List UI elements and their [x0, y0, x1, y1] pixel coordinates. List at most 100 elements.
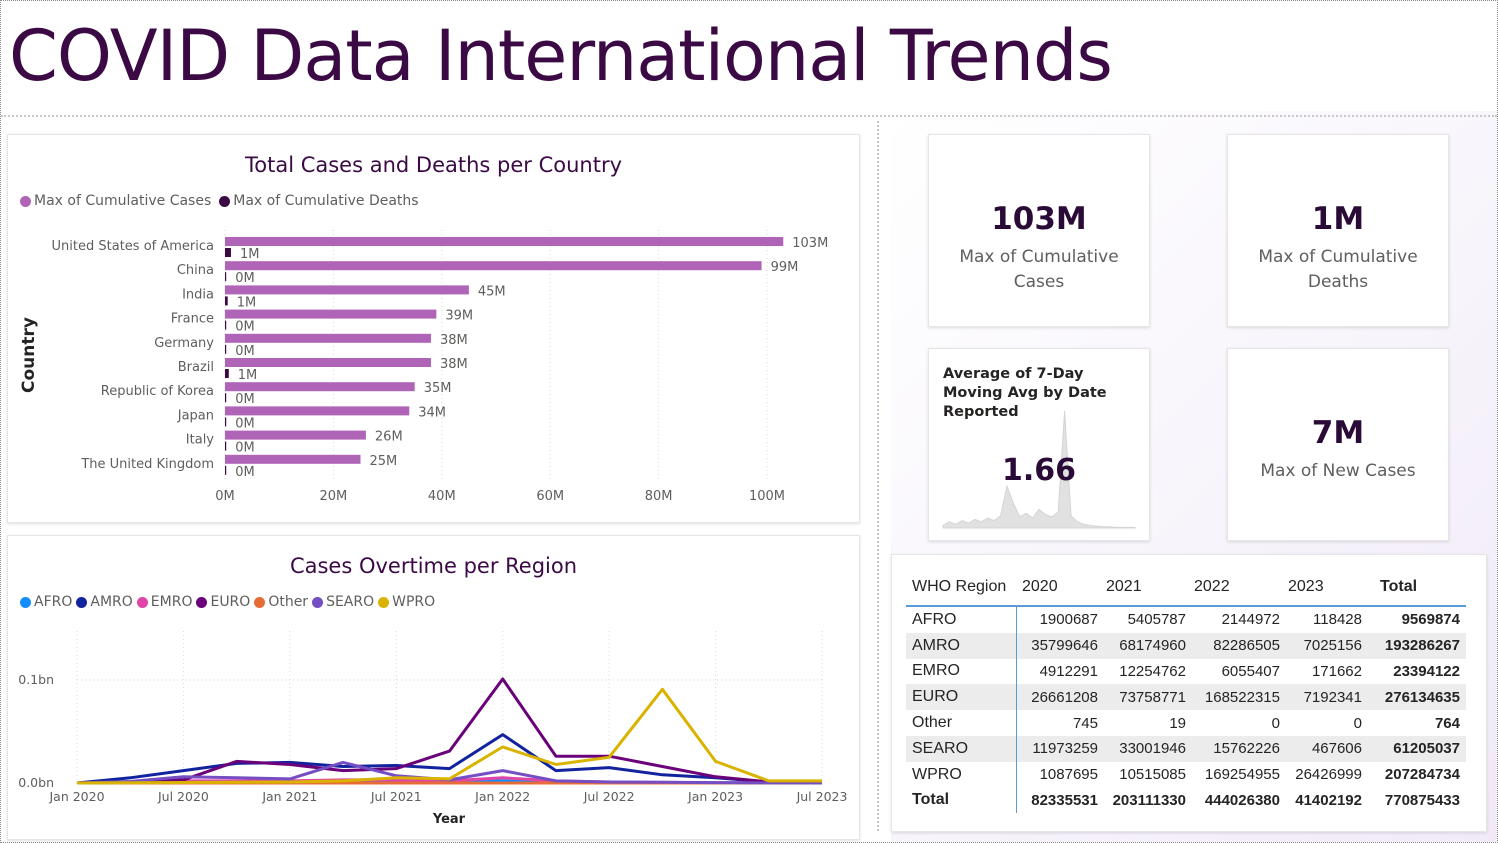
legend-label: EURO	[210, 594, 251, 610]
table-row[interactable]: WPRO 1087695 10515085 169254955 26426999 2072…	[906, 762, 1466, 788]
legend-item-emro[interactable]: EMRO	[136, 594, 193, 610]
legend-label: EMRO	[150, 594, 193, 610]
line-chart-plot: Year Jan 2020 Jul 2020 Jan 2021 Jul 2021 Jan…	[18, 631, 848, 827]
bar-cases	[225, 333, 431, 343]
column-header[interactable]: Total	[1380, 578, 1418, 595]
legend-item-amro[interactable]: AMRO	[76, 594, 133, 610]
bar-chart-title: Total Cases and Deaths per Country	[244, 153, 622, 177]
bar-label-deaths: 0M	[235, 344, 255, 359]
legend-item-deaths[interactable]: Max of Cumulative Deaths	[219, 193, 419, 209]
bar-cases	[225, 382, 415, 392]
bar-deaths	[225, 465, 227, 475]
bar-label-cases: 26M	[375, 430, 403, 445]
column-header[interactable]: 2021	[1106, 578, 1142, 595]
legend-item-wpro[interactable]: WPRO	[378, 594, 435, 610]
cell-value: 467606	[1311, 740, 1362, 758]
x-tick-label: 80M	[645, 489, 673, 504]
cell-value: 7192341	[1303, 688, 1362, 706]
legend-label: Max of Cumulative Deaths	[233, 193, 419, 209]
total-row[interactable]: Total 82335531 203111330 444026380 41402192 7…	[906, 788, 1466, 814]
row-header: AFRO	[912, 610, 957, 628]
cell-value: 41402192	[1295, 791, 1362, 809]
column-header[interactable]: 2020	[1022, 578, 1058, 595]
legend-item-cases[interactable]: Max of Cumulative Cases	[20, 193, 211, 209]
column-header[interactable]: 2023	[1288, 578, 1324, 595]
legend-item-afro[interactable]: AFRO	[20, 594, 72, 610]
cell-value: 0	[1353, 714, 1362, 732]
cell-value: 764	[1434, 714, 1460, 732]
cell-value: 169254955	[1204, 766, 1280, 784]
x-axis-title: Year	[432, 812, 466, 827]
series-line-euro	[76, 677, 823, 785]
region-matrix-card[interactable]: WHO Region 2020 2021 2022 2023 Total AFR…	[891, 554, 1487, 832]
kpi-card-moving-avg[interactable]: Average of 7-Day Moving Avg by Date Repo…	[928, 348, 1150, 541]
cell-value: 33001946	[1119, 740, 1186, 758]
legend-dot	[136, 596, 148, 608]
kpi-card-new-cases[interactable]: 7M Max of New Cases	[1227, 348, 1449, 541]
table-row[interactable]: SEARO 11973259 33001946 15762226 467606 61205…	[906, 735, 1466, 762]
bar-chart-card[interactable]: Total Cases and Deaths per Country Max o…	[7, 134, 860, 523]
legend-item-searo[interactable]: SEARO	[312, 594, 374, 610]
bar-deaths	[225, 296, 228, 306]
legend-item-euro[interactable]: EURO	[196, 594, 250, 610]
x-tick-label: Jul 2022	[583, 789, 635, 804]
kpi-label: Max of Cumulative Cases	[959, 247, 1119, 292]
cell-value: 770875433	[1384, 791, 1460, 809]
series-line-wpro	[76, 687, 822, 785]
bar-cases	[225, 285, 469, 295]
sparkline-chart	[942, 410, 1136, 529]
kpi-value: 7M	[1311, 415, 1365, 451]
legend-label: Max of Cumulative Cases	[34, 193, 212, 209]
bar-label-deaths: 1M	[238, 368, 258, 383]
cell-value: 1087695	[1039, 766, 1098, 784]
line-chart-legend[interactable]: AFRO AMRO EMRO EURO Other SEARO WPRO	[20, 594, 439, 610]
cell-value: 15762226	[1213, 740, 1280, 758]
row-header: Total	[912, 791, 950, 809]
y-tick-label: Germany	[154, 336, 214, 351]
kpi-card-deaths[interactable]: 1M Max of Cumulative Deaths	[1227, 134, 1449, 327]
column-header[interactable]: 2022	[1194, 578, 1230, 595]
bar-label-deaths: 0M	[235, 271, 255, 286]
x-tick-label: Jan 2022	[474, 789, 530, 804]
legend-dot	[20, 596, 31, 608]
x-tick-label: 40M	[428, 489, 456, 504]
table-row[interactable]: EMRO 4912291 12254762 6055407 171662 23394122	[906, 659, 1466, 685]
bar-label-cases: 34M	[418, 405, 446, 420]
bar-label-cases: 25M	[370, 454, 398, 469]
table-row[interactable]: AFRO 1900687 5405787 2144972 118428 9569874	[906, 607, 1466, 633]
bar-cases	[225, 454, 361, 464]
bar-chart-legend[interactable]: Max of Cumulative Cases Max of Cumulativ…	[20, 193, 427, 209]
cell-value: 19	[1169, 714, 1186, 732]
legend-item-other[interactable]: Other	[254, 594, 308, 610]
bar-cases	[225, 406, 410, 416]
y-tick-label: Brazil	[178, 360, 214, 375]
bar-cases	[225, 237, 784, 246]
table-row[interactable]: AMRO 35799646 68174960 82286505 7025156 19328…	[906, 632, 1466, 659]
cell-value: 745	[1072, 714, 1098, 732]
line-chart-card[interactable]: Cases Overtime per Region AFRO AMRO EMRO EU…	[7, 535, 860, 840]
page-title: COVID Data International Trends	[9, 15, 1113, 97]
cell-value: 11973259	[1032, 740, 1098, 758]
cell-value: 6055407	[1221, 662, 1280, 680]
x-tick-label: 0M	[215, 489, 235, 504]
legend-label: WPRO	[392, 594, 436, 610]
cell-value: 73758771	[1119, 688, 1186, 706]
matrix-header-row: WHO Region 2020 2021 2022 2023 Total	[906, 569, 1466, 607]
row-header: EURO	[912, 688, 959, 706]
y-tick-label: France	[171, 312, 214, 327]
x-tick-label: Jul 2023	[796, 789, 848, 804]
x-tick-label: 20M	[320, 489, 348, 504]
y-tick-label: 0.1bn	[18, 672, 54, 687]
table-row[interactable]: Other 745 19 0 0 764	[906, 710, 1466, 736]
y-axis-title: Country	[19, 317, 39, 393]
cell-value: 7025156	[1303, 637, 1362, 655]
bar-label-cases: 99M	[771, 260, 799, 275]
kpi-card-cases[interactable]: 103M Max of Cumulative Cases	[928, 134, 1150, 327]
column-header[interactable]: WHO Region	[912, 578, 1007, 595]
bar-label-deaths: 0M	[235, 416, 255, 431]
region-matrix: WHO Region 2020 2021 2022 2023 Total AFR…	[906, 569, 1466, 813]
cell-value: 10515085	[1119, 766, 1186, 784]
cell-value: 12254762	[1119, 662, 1186, 680]
cell-value: 203111330	[1112, 791, 1186, 809]
table-row[interactable]: EURO 26661208 73758771 168522315 7192341 2761…	[906, 684, 1466, 711]
